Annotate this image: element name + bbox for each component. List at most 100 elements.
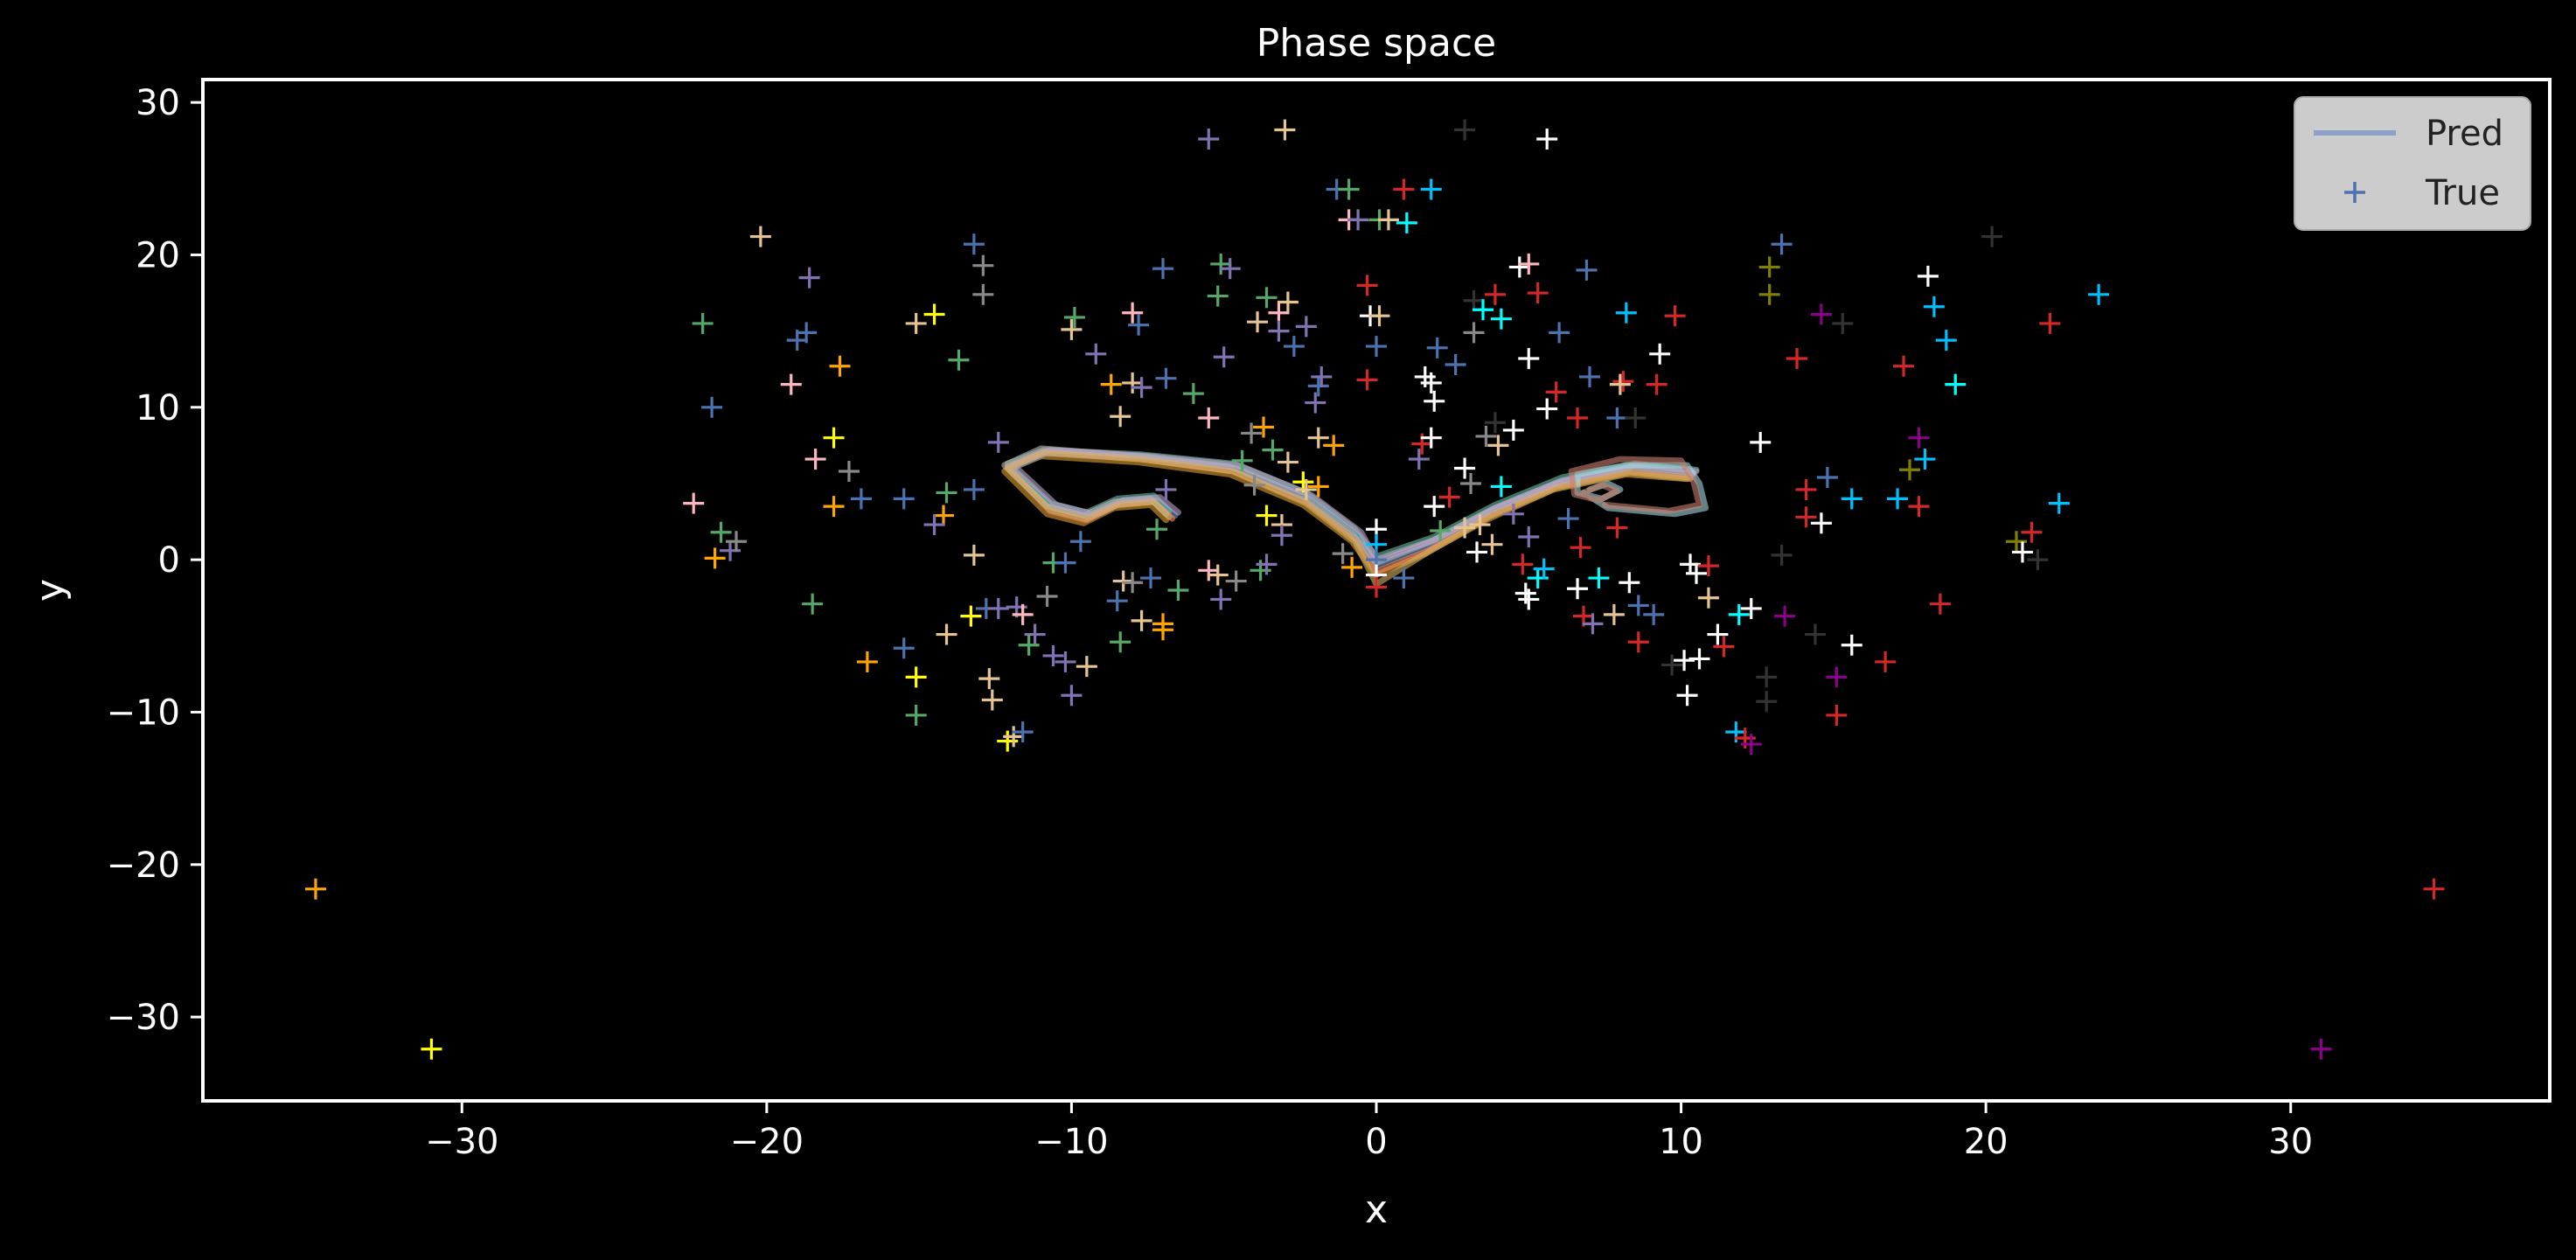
true-point — [850, 488, 872, 510]
true-point — [838, 461, 860, 483]
true-point — [936, 623, 957, 645]
true-point — [1274, 119, 1296, 141]
true-point — [1307, 476, 1329, 498]
true-point — [987, 431, 1009, 453]
true-point — [1146, 519, 1168, 540]
true-point — [1338, 178, 1360, 200]
true-point — [1740, 734, 1762, 755]
true-point — [1122, 572, 1144, 594]
legend: Pred True — [2294, 96, 2531, 231]
true-point — [1042, 644, 1064, 666]
true-point — [1393, 567, 1415, 589]
true-point — [1213, 346, 1235, 368]
true-point — [726, 531, 747, 553]
true-point — [1917, 265, 1939, 287]
true-point — [823, 427, 845, 449]
true-point — [804, 449, 826, 470]
true-point — [1472, 299, 1493, 321]
true-point — [1152, 619, 1173, 641]
true-point — [1740, 597, 1762, 619]
true-point — [1549, 322, 1570, 344]
true-point — [1816, 466, 1838, 488]
true-point — [1469, 514, 1491, 536]
true-point — [893, 488, 915, 510]
true-point — [1627, 631, 1649, 653]
true-point — [1307, 427, 1329, 449]
true-point — [1674, 650, 1695, 672]
true-point — [1758, 283, 1780, 305]
true-point — [1356, 275, 1378, 296]
true-point — [1570, 537, 1591, 559]
x-tick-label: 10 — [1659, 1122, 1703, 1162]
true-point — [1167, 580, 1189, 601]
true-point — [1182, 383, 1204, 405]
true-point — [1311, 365, 1333, 387]
true-point — [1750, 431, 1772, 453]
true-point — [1341, 556, 1363, 578]
true-point — [1518, 253, 1540, 275]
true-point — [780, 373, 802, 395]
true-point — [1676, 685, 1698, 707]
true-point — [905, 312, 927, 334]
true-point — [1713, 636, 1735, 658]
true-point — [692, 312, 714, 334]
true-point — [1463, 289, 1485, 311]
true-point — [1646, 373, 1667, 395]
true-point — [1887, 488, 1909, 510]
true-point — [1012, 603, 1034, 625]
true-point — [1625, 407, 1647, 429]
true-point — [2011, 541, 2033, 563]
true-point — [2088, 283, 2110, 305]
true-point — [1841, 488, 1862, 510]
true-point — [1786, 348, 1808, 370]
true-point — [1076, 656, 1097, 678]
true-point — [905, 704, 927, 726]
true-point — [1283, 336, 1305, 358]
true-point — [981, 689, 1003, 711]
true-point — [1155, 367, 1177, 389]
true-point — [1502, 503, 1524, 525]
true-point — [1795, 506, 1817, 528]
true-point — [1356, 369, 1378, 391]
true-point — [923, 514, 945, 536]
true-point — [1454, 517, 1476, 539]
true-point — [1454, 119, 1476, 141]
true-point — [1393, 178, 1415, 200]
true-point — [1487, 435, 1509, 456]
true-point — [1277, 291, 1298, 313]
true-point — [1536, 398, 1558, 420]
true-point — [1256, 287, 1278, 309]
true-point — [1664, 305, 1686, 327]
true-point — [1307, 375, 1329, 397]
true-point — [1241, 422, 1263, 444]
true-point — [701, 396, 723, 418]
true-point — [1771, 233, 1793, 255]
x-tick-label: 20 — [1964, 1122, 2009, 1162]
true-point — [1445, 353, 1466, 375]
true-point — [1268, 320, 1290, 342]
true-point — [1155, 478, 1177, 500]
true-point — [1424, 390, 1445, 412]
true-point — [1475, 425, 1497, 447]
true-point — [1518, 526, 1540, 547]
true-point — [1533, 558, 1555, 580]
true-point — [1688, 648, 1710, 670]
true-point — [1826, 666, 1848, 688]
true-point — [893, 637, 915, 659]
true-point — [1069, 531, 1091, 553]
true-point — [1262, 439, 1284, 461]
true-point — [2048, 492, 2070, 514]
y-axis: −30 −20 −10 0 10 20 30 — [107, 83, 203, 1038]
true-point — [1055, 651, 1076, 672]
true-point — [1271, 525, 1292, 546]
true-point — [1484, 412, 1506, 434]
true-point — [421, 1038, 442, 1060]
true-point — [1438, 486, 1460, 508]
true-point — [1728, 603, 1750, 625]
true-point — [1063, 306, 1085, 328]
true-point — [1875, 651, 1897, 672]
true-point — [1649, 343, 1671, 365]
true-point — [1110, 631, 1131, 653]
